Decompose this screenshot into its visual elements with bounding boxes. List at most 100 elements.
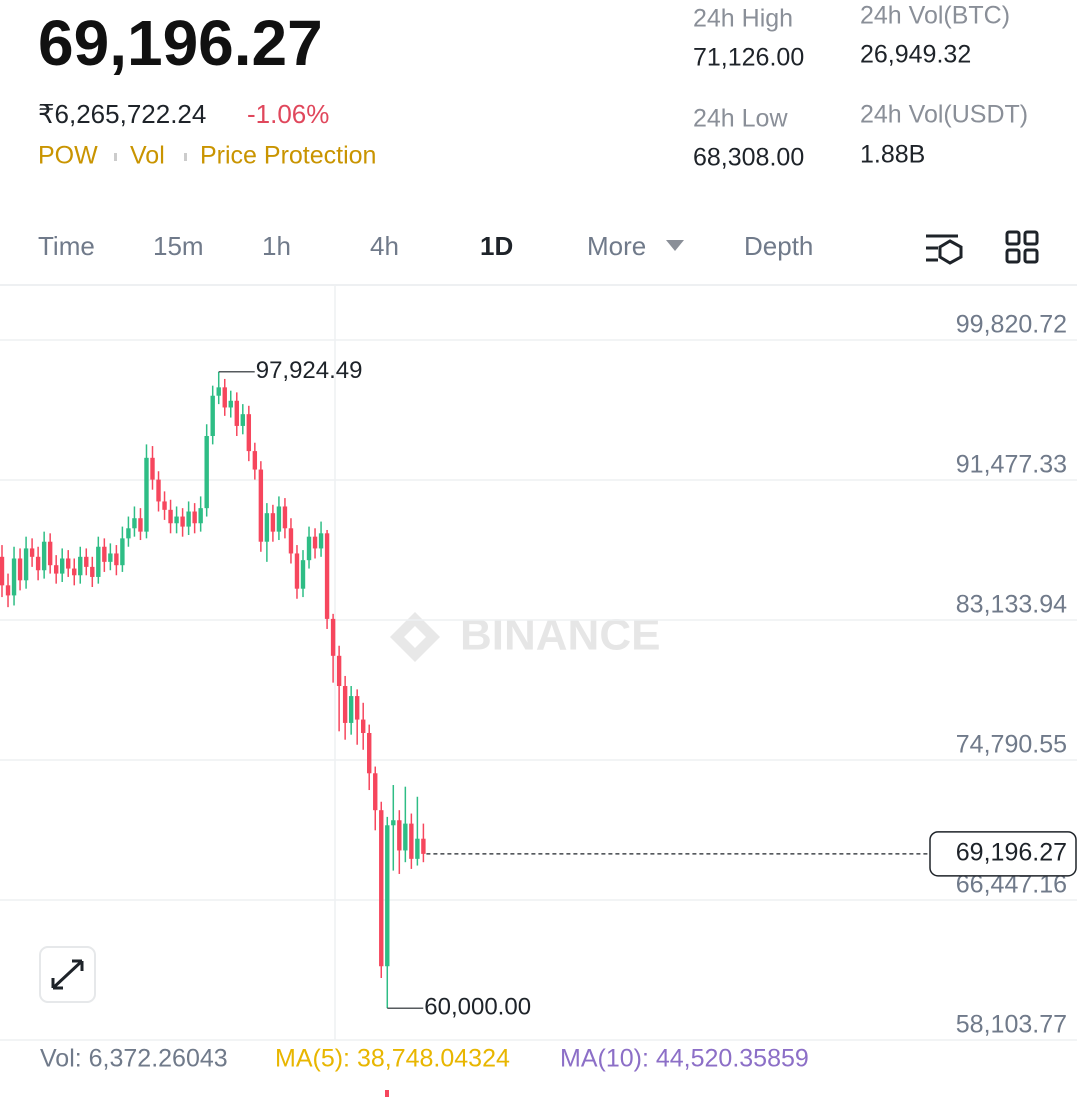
- stat-value: 68,308.00: [693, 144, 804, 172]
- candle-body: [41, 541, 47, 571]
- indicator: MA(5): 38,748.04324: [275, 1045, 510, 1073]
- candle-body: [5, 585, 11, 596]
- tag[interactable]: Vol: [130, 142, 165, 170]
- candle-body: [288, 528, 294, 554]
- candle-body: [84, 556, 89, 567]
- candle-body: [162, 501, 167, 510]
- candle-body: [47, 541, 53, 566]
- candle-body: [234, 400, 239, 426]
- candle-body: [354, 696, 360, 720]
- stat-label: 24h High: [693, 5, 793, 33]
- candle-body: [367, 732, 372, 774]
- candle-body: [348, 696, 354, 723]
- candle-body: [282, 506, 288, 529]
- tab[interactable]: 15m: [153, 231, 204, 261]
- tag[interactable]: POW: [38, 142, 98, 170]
- expand-button[interactable]: [39, 946, 96, 1003]
- candle-body: [102, 546, 107, 562]
- candle-body: [397, 820, 402, 851]
- tab[interactable]: Time: [38, 231, 95, 261]
- candle-body: [252, 451, 258, 470]
- stat-value: 26,949.32: [860, 41, 971, 69]
- candle-body: [72, 568, 77, 576]
- volume-bar-fragment: [385, 1090, 389, 1097]
- y-tick-label: 91,477.33: [956, 451, 1067, 479]
- candle-body: [11, 558, 17, 596]
- candle-body: [306, 536, 312, 561]
- candle-body: [192, 511, 197, 524]
- candle-body: [300, 560, 306, 589]
- candle-body: [35, 556, 41, 571]
- current-price-box: [929, 831, 1077, 877]
- settings-icon[interactable]: [926, 234, 963, 265]
- tab[interactable]: More: [587, 231, 646, 261]
- candle-body: [421, 838, 426, 854]
- candle-body: [336, 655, 342, 687]
- tag[interactable]: Price Protection: [200, 142, 376, 170]
- candle-body: [96, 546, 101, 577]
- candle-body: [294, 553, 300, 589]
- candle-body: [409, 823, 414, 859]
- tab[interactable]: Depth: [744, 231, 813, 261]
- candle-body: [198, 508, 203, 524]
- candle-body: [258, 469, 264, 542]
- candle-body: [403, 823, 408, 851]
- y-tick-label: 58,103.77: [956, 1011, 1067, 1039]
- candle-body: [246, 414, 252, 452]
- current-price-label: 69,196.27: [956, 838, 1067, 866]
- candle-body: [174, 516, 179, 524]
- stat-value: 71,126.00: [693, 44, 804, 72]
- candle-body: [120, 538, 125, 566]
- candle-body: [324, 533, 330, 619]
- candle-body: [379, 810, 384, 967]
- stat-label: 24h Vol(USDT): [860, 101, 1028, 129]
- tab-active[interactable]: 1D: [480, 231, 513, 261]
- candle-body: [132, 518, 137, 529]
- local-price: ₹6,265,722.24: [38, 99, 206, 129]
- y-tick-label: 83,133.94: [956, 591, 1067, 619]
- stat-label: 24h Vol(BTC): [860, 2, 1010, 30]
- candle-body: [17, 558, 23, 581]
- candle-body: [210, 395, 215, 436]
- candle-body: [138, 518, 143, 532]
- annotation-label: 97,924.49: [256, 357, 363, 384]
- candle-body: [53, 565, 59, 574]
- tab[interactable]: 1h: [262, 231, 291, 261]
- candle-body: [276, 506, 282, 532]
- candle-body: [228, 400, 233, 408]
- candle-body: [361, 719, 366, 733]
- candle-body: [330, 618, 336, 656]
- candle-body: [204, 435, 209, 509]
- separator: [114, 153, 117, 161]
- candle-body: [222, 387, 227, 408]
- candle-body: [415, 838, 420, 859]
- indicator: MA(10): 44,520.35859: [560, 1045, 809, 1073]
- indicator: Vol: 6,372.26043: [40, 1045, 228, 1073]
- candle-body: [312, 536, 318, 549]
- candle-body: [270, 513, 276, 532]
- stat-value: 1.88B: [860, 141, 925, 169]
- candle-body: [342, 686, 348, 723]
- layout-icon[interactable]: [1005, 230, 1039, 264]
- candle-body: [114, 553, 119, 566]
- watermark: BINANCE: [390, 611, 660, 662]
- watermark-text: BINANCE: [460, 611, 660, 660]
- candle-body: [108, 553, 113, 562]
- candle-body: [0, 556, 5, 586]
- candle-body: [391, 820, 396, 826]
- tab[interactable]: 4h: [370, 231, 399, 261]
- candle-body: [264, 513, 270, 542]
- candle-body: [150, 457, 155, 480]
- candle-body: [126, 528, 131, 539]
- dropdown-icon[interactable]: [666, 240, 684, 251]
- annotation-label: 60,000.00: [424, 994, 531, 1021]
- candle-body: [156, 479, 161, 502]
- candle-body: [66, 558, 71, 569]
- candle-body: [240, 414, 245, 426]
- candle-body: [168, 509, 173, 524]
- y-tick-label: 74,790.55: [956, 731, 1067, 759]
- y-tick-label: 99,820.72: [956, 311, 1067, 339]
- candle-body: [78, 556, 83, 576]
- candle-body: [180, 516, 185, 527]
- candle-body: [23, 548, 29, 581]
